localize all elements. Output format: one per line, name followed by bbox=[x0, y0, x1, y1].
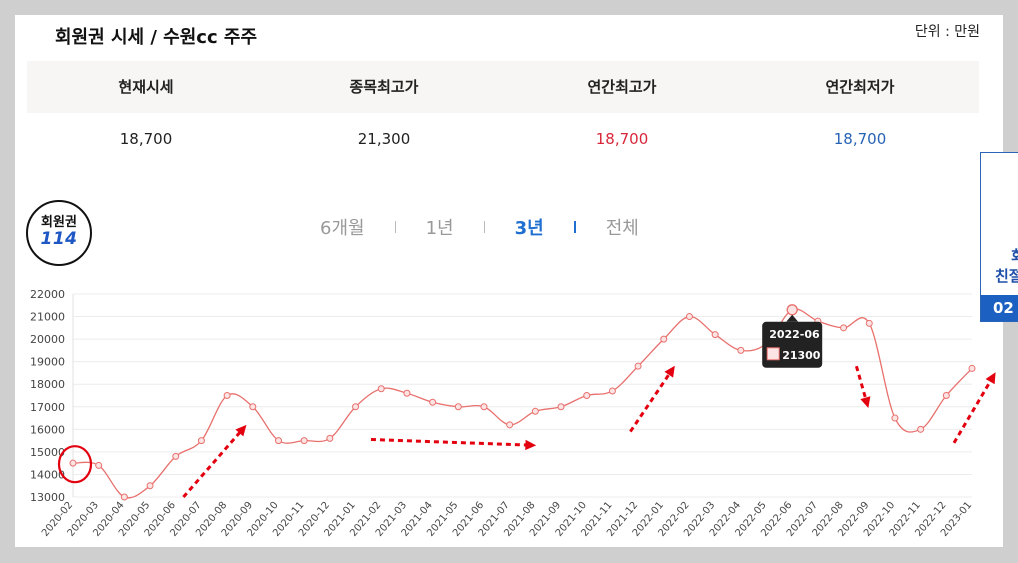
trend-arrow-head bbox=[985, 372, 996, 385]
data-point bbox=[711, 331, 719, 339]
logo-text-number: 114 bbox=[40, 229, 78, 249]
data-point bbox=[223, 392, 231, 399]
active-data-point bbox=[786, 304, 798, 316]
y-tick-label: 18000 bbox=[30, 378, 65, 391]
highlight-circle bbox=[57, 445, 93, 484]
data-point bbox=[891, 414, 899, 422]
tab-all[interactable]: 전체 bbox=[605, 218, 639, 239]
stats-header-row: 현재시세 종목최고가 연간최고가 연간최저가 bbox=[27, 61, 979, 113]
tooltip-pointer bbox=[786, 314, 799, 322]
stat-label-annual-low: 연간최저가 bbox=[825, 78, 895, 96]
data-point bbox=[942, 392, 950, 399]
y-tick-label: 17000 bbox=[30, 401, 65, 414]
logo-badge: 회원권 114 bbox=[26, 200, 92, 266]
data-point bbox=[531, 407, 539, 415]
side-banner-text: 회 bbox=[1011, 245, 1018, 266]
data-point bbox=[685, 313, 693, 321]
data-point bbox=[865, 319, 873, 327]
range-tabs: 6개월 1년 3년 전체 bbox=[320, 215, 639, 239]
trend-arrow-head bbox=[860, 396, 871, 409]
y-tick-label: 14000 bbox=[30, 468, 65, 481]
stats-value-row: 18,700 21,300 18,700 18,700 bbox=[27, 117, 979, 161]
y-tick-label: 19000 bbox=[30, 356, 65, 369]
trend-arrow-line bbox=[370, 437, 531, 447]
data-point bbox=[326, 434, 334, 442]
tab-divider bbox=[573, 221, 576, 233]
tab-3-years[interactable]: 3년 bbox=[514, 218, 544, 239]
data-point bbox=[917, 425, 925, 433]
y-tick-label: 20000 bbox=[30, 333, 65, 346]
data-point bbox=[608, 387, 616, 395]
tab-divider bbox=[394, 221, 396, 233]
data-point bbox=[120, 493, 128, 501]
data-point bbox=[146, 482, 154, 490]
side-banner-badge: 02 bbox=[981, 295, 1018, 321]
y-tick-label: 15000 bbox=[30, 446, 65, 459]
data-point bbox=[249, 403, 257, 411]
data-point bbox=[737, 346, 745, 354]
trend-arrow-head bbox=[664, 365, 675, 378]
data-point bbox=[197, 437, 205, 445]
data-point bbox=[968, 364, 976, 372]
tooltip-date: 2022-06 bbox=[769, 328, 820, 341]
data-point bbox=[429, 398, 437, 406]
stat-label-all-time-high: 종목최고가 bbox=[349, 78, 419, 96]
stat-value-annual-high: 18,700 bbox=[595, 130, 649, 148]
logo-text-top: 회원권 bbox=[41, 215, 77, 230]
side-banner-text-2: 친절 bbox=[995, 267, 1018, 285]
trend-arrow-head bbox=[525, 439, 537, 451]
unit-label: 단위 : 만원 bbox=[914, 24, 980, 40]
page-title: 회원권 시세 / 수원cc 주주 bbox=[55, 27, 258, 48]
data-point bbox=[172, 452, 180, 460]
data-point bbox=[274, 437, 282, 445]
stat-value-current: 18,700 bbox=[119, 130, 173, 148]
data-point bbox=[95, 461, 103, 469]
data-point bbox=[69, 459, 77, 467]
trend-arrow-line bbox=[952, 376, 994, 444]
data-point bbox=[506, 421, 514, 429]
data-point bbox=[454, 403, 462, 411]
side-banner[interactable]: 회 친절 02 bbox=[980, 152, 1018, 322]
stat-value-annual-low: 18,700 bbox=[833, 130, 887, 148]
data-point bbox=[583, 392, 591, 399]
tab-6-months[interactable]: 6개월 bbox=[320, 218, 365, 239]
y-tick-label: 13000 bbox=[30, 491, 65, 504]
stat-label-annual-high: 연간최고가 bbox=[587, 78, 657, 96]
stat-value-all-time-high: 21,300 bbox=[357, 130, 411, 148]
trend-arrow-head bbox=[235, 424, 247, 437]
data-point bbox=[557, 403, 565, 411]
data-point bbox=[403, 389, 411, 397]
y-tick-label: 22000 bbox=[30, 288, 65, 301]
tooltip-value: 21300 bbox=[782, 349, 821, 362]
tab-divider bbox=[483, 221, 485, 233]
data-point bbox=[634, 362, 642, 370]
tab-1-year[interactable]: 1년 bbox=[425, 218, 454, 239]
data-point bbox=[660, 335, 668, 343]
data-point bbox=[377, 385, 385, 393]
data-point bbox=[300, 437, 308, 445]
data-point bbox=[840, 324, 848, 332]
stat-label-current: 현재시세 bbox=[118, 78, 174, 96]
trend-arrow-line bbox=[854, 365, 869, 403]
price-panel: 회원권 시세 / 수원cc 주주 단위 : 만원 현재시세 종목최고가 연간최고… bbox=[15, 15, 1003, 547]
tooltip-swatch bbox=[766, 347, 780, 361]
trend-arrow-line bbox=[629, 369, 673, 433]
trend-arrow-line bbox=[182, 428, 244, 498]
price-line-chart[interactable]: 13000 14000 15000 16000 17000 18000 19000 20000… bbox=[15, 15, 1003, 547]
y-tick-label: 21000 bbox=[30, 311, 65, 324]
data-point bbox=[480, 403, 488, 411]
y-tick-label: 16000 bbox=[30, 423, 65, 436]
data-point bbox=[352, 403, 360, 411]
